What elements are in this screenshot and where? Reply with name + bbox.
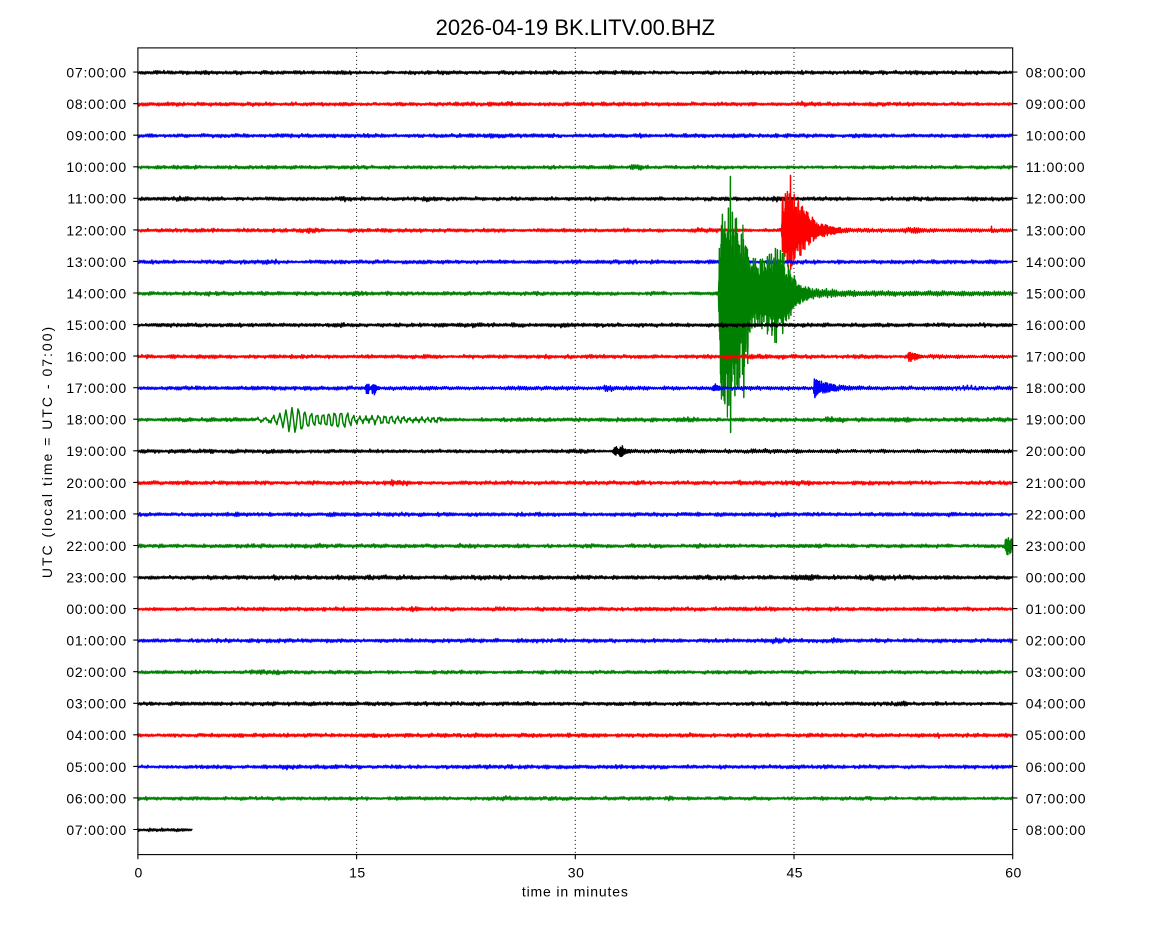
- svg-text:01:00:00: 01:00:00: [66, 633, 127, 649]
- svg-text:11:00:00: 11:00:00: [1026, 159, 1085, 175]
- svg-text:12:00:00: 12:00:00: [66, 222, 127, 238]
- svg-text:14:00:00: 14:00:00: [1026, 254, 1087, 270]
- svg-text:11:00:00: 11:00:00: [67, 191, 126, 207]
- svg-text:13:00:00: 13:00:00: [1026, 222, 1087, 238]
- svg-text:23:00:00: 23:00:00: [66, 569, 127, 585]
- svg-text:UTC (local time = UTC - 07:00): UTC (local time = UTC - 07:00): [39, 325, 55, 578]
- svg-text:02:00:00: 02:00:00: [66, 664, 127, 680]
- svg-text:23:00:00: 23:00:00: [1026, 538, 1087, 554]
- svg-text:00:00:00: 00:00:00: [66, 601, 127, 617]
- svg-text:07:00:00: 07:00:00: [1026, 790, 1087, 806]
- svg-text:18:00:00: 18:00:00: [1026, 380, 1087, 396]
- svg-text:17:00:00: 17:00:00: [66, 380, 127, 396]
- svg-text:14:00:00: 14:00:00: [66, 285, 127, 301]
- svg-text:21:00:00: 21:00:00: [66, 506, 127, 522]
- svg-text:22:00:00: 22:00:00: [1026, 506, 1087, 522]
- svg-text:06:00:00: 06:00:00: [1026, 759, 1087, 775]
- svg-text:08:00:00: 08:00:00: [66, 96, 127, 112]
- svg-text:10:00:00: 10:00:00: [1026, 128, 1087, 144]
- svg-text:19:00:00: 19:00:00: [1026, 412, 1087, 428]
- svg-text:07:00:00: 07:00:00: [66, 822, 127, 838]
- svg-text:15:00:00: 15:00:00: [66, 317, 127, 333]
- svg-text:05:00:00: 05:00:00: [1026, 727, 1087, 743]
- svg-text:20:00:00: 20:00:00: [1026, 443, 1087, 459]
- svg-text:19:00:00: 19:00:00: [66, 443, 127, 459]
- svg-text:10:00:00: 10:00:00: [66, 159, 127, 175]
- svg-text:60: 60: [1005, 865, 1022, 881]
- svg-text:08:00:00: 08:00:00: [1026, 822, 1087, 838]
- svg-text:30: 30: [568, 865, 585, 881]
- svg-text:07:00:00: 07:00:00: [66, 65, 127, 81]
- svg-text:time in minutes: time in minutes: [522, 884, 629, 900]
- svg-text:15:00:00: 15:00:00: [1026, 285, 1087, 301]
- svg-text:09:00:00: 09:00:00: [1026, 96, 1087, 112]
- svg-text:13:00:00: 13:00:00: [66, 254, 127, 270]
- svg-text:03:00:00: 03:00:00: [66, 696, 127, 712]
- svg-text:02:00:00: 02:00:00: [1026, 633, 1087, 649]
- svg-text:09:00:00: 09:00:00: [66, 128, 127, 144]
- svg-text:04:00:00: 04:00:00: [66, 727, 127, 743]
- svg-text:16:00:00: 16:00:00: [66, 349, 127, 365]
- svg-text:20:00:00: 20:00:00: [66, 475, 127, 491]
- svg-text:2026-04-19 BK.LITV.00.BHZ: 2026-04-19 BK.LITV.00.BHZ: [436, 15, 715, 40]
- svg-text:17:00:00: 17:00:00: [1026, 349, 1087, 365]
- svg-text:04:00:00: 04:00:00: [1026, 696, 1087, 712]
- svg-text:03:00:00: 03:00:00: [1026, 664, 1087, 680]
- svg-text:08:00:00: 08:00:00: [1026, 65, 1087, 81]
- svg-text:12:00:00: 12:00:00: [1026, 191, 1087, 207]
- svg-text:45: 45: [787, 865, 804, 881]
- svg-text:06:00:00: 06:00:00: [66, 790, 127, 806]
- svg-text:0: 0: [135, 865, 143, 881]
- svg-text:22:00:00: 22:00:00: [66, 538, 127, 554]
- svg-text:21:00:00: 21:00:00: [1026, 475, 1087, 491]
- svg-text:05:00:00: 05:00:00: [66, 759, 127, 775]
- svg-text:18:00:00: 18:00:00: [66, 412, 127, 428]
- svg-text:00:00:00: 00:00:00: [1026, 569, 1087, 585]
- svg-text:16:00:00: 16:00:00: [1026, 317, 1087, 333]
- svg-text:01:00:00: 01:00:00: [1026, 601, 1087, 617]
- svg-text:15: 15: [349, 865, 366, 881]
